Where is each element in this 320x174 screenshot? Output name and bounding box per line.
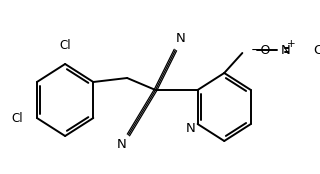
Text: Cl: Cl [59, 39, 71, 52]
Text: N: N [176, 31, 186, 45]
Text: N: N [186, 121, 195, 135]
Text: Cl: Cl [12, 112, 23, 125]
Text: N: N [280, 44, 290, 57]
Text: +: + [287, 39, 295, 49]
Text: N: N [116, 139, 126, 152]
Text: O: O [313, 44, 320, 57]
Text: −O: −O [251, 44, 271, 57]
